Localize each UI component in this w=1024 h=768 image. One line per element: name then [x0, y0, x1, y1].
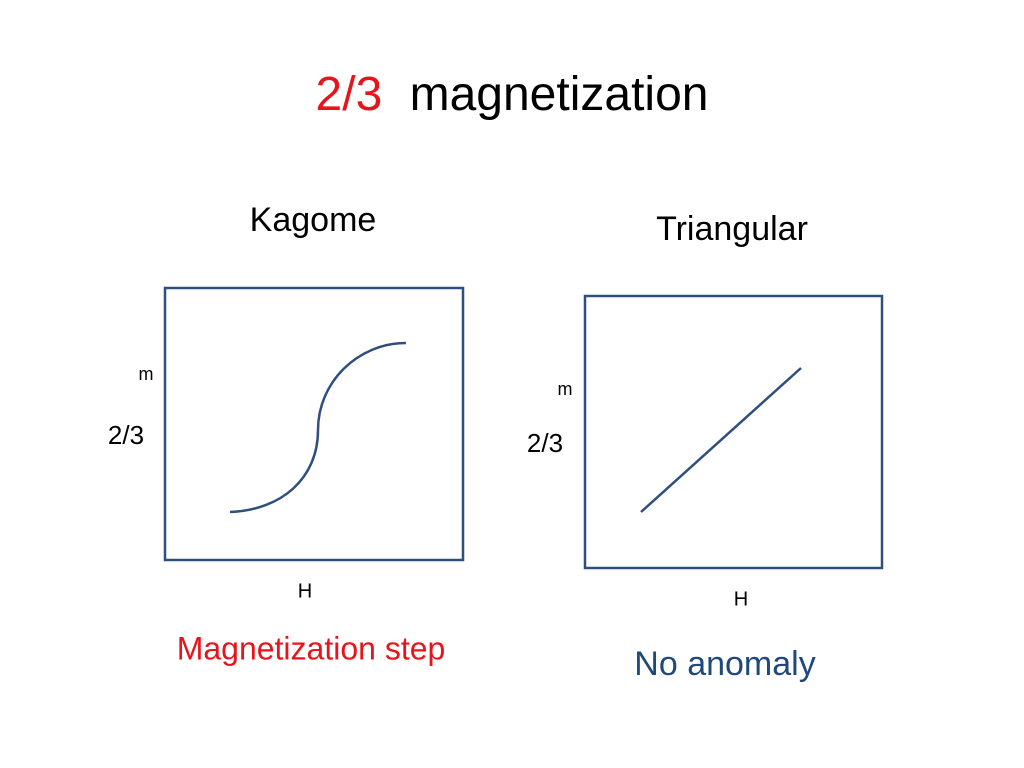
x-axis-label: H [734, 588, 748, 610]
y-axis-label: m [558, 379, 573, 399]
plot-frame [163, 286, 465, 562]
y-value-label: 2/3 [108, 420, 144, 450]
y-axis-label: m [139, 364, 154, 384]
title-highlight: 2/3 [316, 68, 383, 121]
x-axis-label: H [298, 580, 312, 602]
step-curve [229, 341, 407, 514]
plot-frame [583, 294, 884, 570]
panel-caption: Magnetization step [177, 630, 446, 666]
title-text: magnetization [410, 68, 709, 121]
linear-curve [640, 367, 802, 513]
slide-title: 2/3 magnetization [316, 68, 709, 121]
panel-label: Kagome [250, 201, 377, 239]
panel-label: Triangular [656, 210, 808, 248]
panel-caption: No anomaly [634, 645, 815, 683]
y-value-label: 2/3 [527, 428, 563, 458]
